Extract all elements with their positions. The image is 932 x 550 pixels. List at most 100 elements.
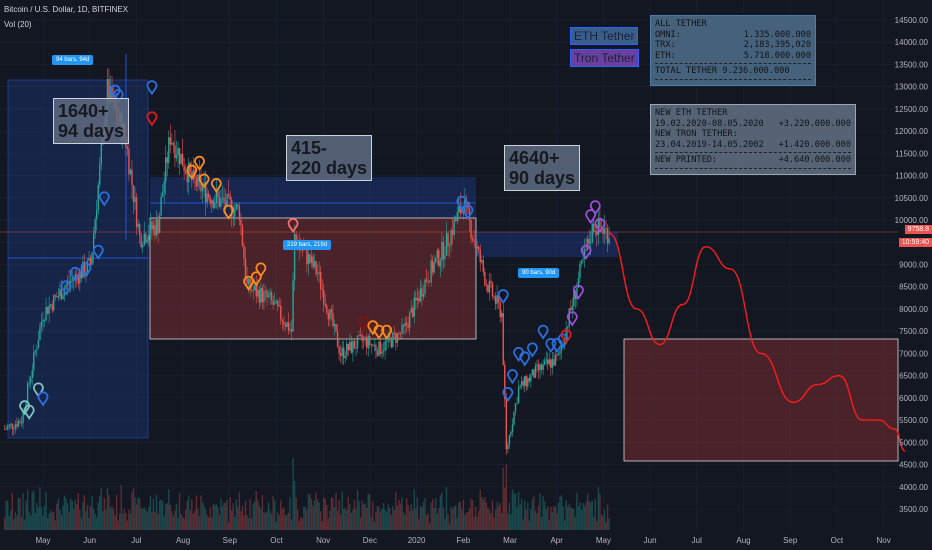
candle-body [376,350,379,356]
volume-bar [435,497,437,530]
volume-bar [576,492,578,530]
volume-bar [448,523,451,530]
volume-bar [117,520,119,530]
y-tick-label: 9000.00 [899,261,928,270]
volume-bar [608,518,610,530]
volume-bars [3,458,610,530]
candle-body [588,238,590,244]
volume-bar [436,513,438,530]
volume-bar [203,505,205,530]
volume-bar [181,516,184,530]
candle-body [53,295,55,311]
volume-bar [33,490,35,530]
volume-bar [272,495,274,530]
volume-bar [152,498,155,530]
volume-bar [134,497,136,530]
volume-bar [324,498,326,530]
note-415[interactable]: 415- 220 days [286,135,373,181]
candle-body [502,312,504,365]
volume-bar [600,514,603,530]
candle-body [550,359,552,368]
volume-bar [497,505,500,530]
tether-marker-icon [250,271,262,287]
candle-body [473,239,475,242]
volume-bar [26,489,29,530]
candle-body [505,399,508,450]
volume-bar [227,521,230,530]
candle-body [378,341,380,356]
volume-bar [241,506,244,530]
volume-bar [106,488,109,530]
volume-bar [339,515,342,530]
all-tether-box[interactable]: ALL TETHER OMNI: 1.335.000.000 TRX: 2,183,… [650,15,816,86]
volume-bar [444,518,446,530]
tether-marker-icon [287,218,299,234]
volume-bar [367,493,369,530]
candle-body [447,233,449,247]
candle-body [142,245,144,248]
y-tick-label: 5500.00 [899,416,928,425]
volume-bar [280,500,282,530]
trx-row: TRX: 2,183,395,020 [655,40,811,50]
volume-bar [42,515,44,530]
volume-bar [511,489,514,530]
zone-220-days [149,217,477,340]
y-tick-label: 11000.00 [895,172,928,181]
candle-body [582,258,584,261]
candle-body [31,370,33,378]
candle-body [46,306,49,314]
candle-body [20,422,23,424]
tether-marker-icon [92,244,104,260]
legend-eth-tether[interactable]: ETH Tether [570,27,639,45]
y-tick-label: 3500.00 [899,505,928,514]
volume-bar [586,493,589,530]
legend-tron-tether[interactable]: Tron Tether [570,49,639,67]
volume-bar [422,502,425,530]
note-1640[interactable]: 1640+ 94 days [53,98,130,144]
candle-body [333,323,336,327]
candle-body [109,86,112,102]
candle-body [603,227,606,234]
volume-bar [102,511,104,530]
tether-marker-icon [589,200,601,216]
candle-body [180,153,182,164]
volume-bar [306,509,308,530]
candle-body [319,271,322,290]
candle-body [356,336,359,349]
volume-bar [387,504,389,530]
volume-bar [330,497,333,530]
y-tick-label: 4000.00 [899,483,928,492]
candle-body [209,197,211,204]
volume-bar [553,506,555,530]
candle-body [178,148,181,164]
volume-bar [378,507,380,530]
candle-body [375,344,377,351]
volume-indicator-label[interactable]: Vol (20) [4,20,32,29]
candle-body [372,344,374,346]
candle-body [393,332,396,334]
candle-body [441,241,443,261]
volume-bar [543,501,546,530]
candle-body [573,290,575,307]
candle-body [418,298,420,302]
volume-bar [341,491,343,530]
volume-bar [201,502,204,530]
candle-body [373,344,376,346]
volume-bar [16,515,18,530]
time-axis[interactable]: May Jun Jul Aug Sep Oct Nov Dec 2020 Feb Mar Apr May… [35,536,890,545]
volume-bar [313,500,316,530]
volume-bar [542,496,544,530]
candle-body [108,79,110,102]
candle-body [344,356,346,359]
note-4640[interactable]: 4640+ 90 days [504,145,581,191]
candle-body [40,321,43,328]
price-axis[interactable]: 3500.00 4000.00 4500.00 5000.00 5500.00 6000.… [895,16,929,514]
candle-body [568,308,570,327]
new-tether-box[interactable]: NEW ETH TETHER 19.02.2020-08.05.2020 +3.2… [650,104,856,175]
volume-bar [453,506,455,530]
candle-body [240,219,242,226]
candle-body [382,350,385,352]
volume-bar [151,512,153,530]
candle-body [399,333,402,335]
